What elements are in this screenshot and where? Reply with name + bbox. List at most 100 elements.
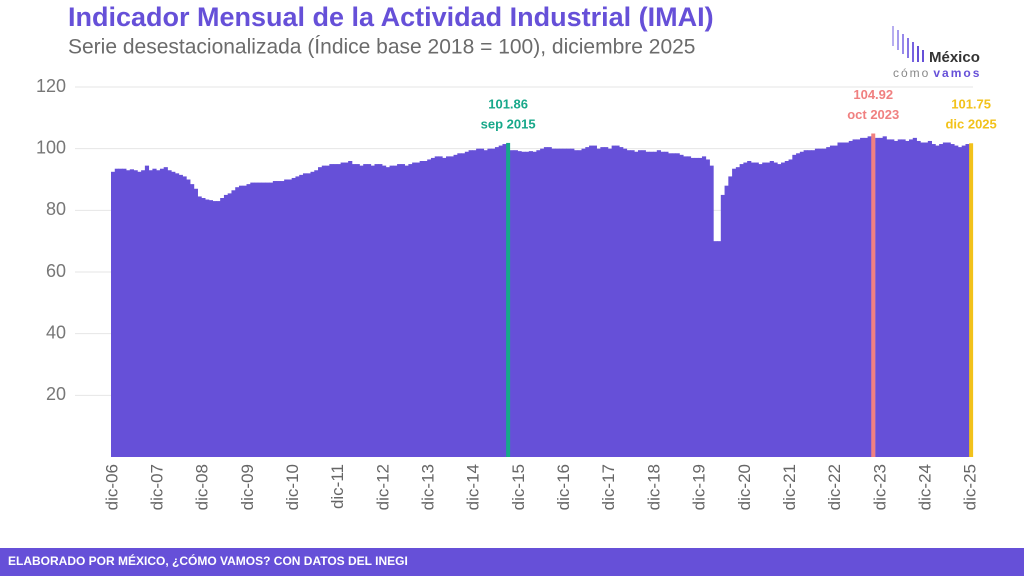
bar bbox=[611, 145, 616, 458]
logo-word: cómo bbox=[893, 66, 930, 80]
x-tick-label: dic-13 bbox=[419, 464, 438, 510]
x-tick-label: dic-20 bbox=[735, 464, 754, 510]
bar bbox=[570, 148, 575, 457]
x-tick-label: dic-15 bbox=[509, 464, 528, 510]
bar bbox=[314, 170, 319, 457]
bar bbox=[216, 201, 221, 457]
value-label: 101.75 bbox=[951, 97, 991, 112]
bar bbox=[965, 144, 970, 457]
bar bbox=[939, 144, 944, 457]
bar bbox=[137, 171, 142, 457]
bar bbox=[679, 154, 684, 458]
bar bbox=[592, 145, 597, 458]
bar bbox=[457, 153, 462, 457]
bar bbox=[468, 150, 473, 458]
bar bbox=[811, 150, 816, 458]
bar bbox=[600, 147, 605, 457]
bar bbox=[581, 148, 586, 457]
bar bbox=[957, 147, 963, 457]
bar bbox=[174, 173, 180, 458]
bar bbox=[254, 182, 259, 458]
value-label: 101.86 bbox=[488, 96, 528, 111]
bar bbox=[163, 167, 168, 457]
bar bbox=[735, 167, 741, 457]
bar bbox=[446, 156, 451, 457]
bar bbox=[302, 173, 308, 458]
bar bbox=[382, 165, 387, 457]
bar bbox=[525, 151, 530, 457]
bar bbox=[784, 161, 789, 457]
bar bbox=[803, 150, 808, 458]
bar bbox=[796, 153, 801, 457]
bar bbox=[619, 147, 624, 457]
bar bbox=[487, 148, 492, 457]
bar bbox=[359, 165, 364, 457]
bar bbox=[924, 142, 929, 457]
bar bbox=[690, 157, 695, 457]
x-tick-label: dic-14 bbox=[464, 464, 483, 510]
bar bbox=[510, 150, 515, 458]
bar bbox=[333, 164, 338, 458]
x-tick-label: dic-23 bbox=[870, 464, 889, 510]
bar bbox=[193, 188, 198, 457]
bar bbox=[893, 140, 899, 458]
bar bbox=[250, 182, 255, 458]
bar bbox=[171, 171, 176, 457]
bar bbox=[419, 161, 424, 457]
bar bbox=[622, 148, 628, 457]
bar bbox=[257, 182, 262, 458]
bar bbox=[860, 137, 865, 457]
footer-text: ELABORADO POR MÉXICO, ¿CÓMO VAMOS? CON D… bbox=[8, 553, 408, 568]
bar bbox=[156, 170, 161, 457]
x-tick-label: dic-25 bbox=[961, 464, 980, 510]
bar bbox=[340, 162, 345, 457]
bar bbox=[961, 145, 966, 458]
bar bbox=[882, 136, 887, 458]
y-tick-label: 40 bbox=[46, 322, 66, 342]
bar bbox=[427, 159, 432, 458]
bar bbox=[231, 190, 236, 457]
bar bbox=[329, 164, 334, 458]
bar bbox=[747, 161, 752, 457]
bar bbox=[558, 148, 564, 457]
x-tick-label: dic-07 bbox=[148, 464, 167, 510]
chart-title: Indicador Mensual de la Actividad Indust… bbox=[68, 2, 714, 32]
bar bbox=[178, 174, 183, 457]
logo: México cómo vamos bbox=[892, 26, 980, 80]
bar bbox=[536, 150, 541, 458]
bar bbox=[837, 142, 842, 457]
bar bbox=[562, 148, 567, 457]
bar bbox=[336, 164, 342, 458]
bar bbox=[438, 156, 443, 457]
bar bbox=[223, 194, 229, 457]
bar bbox=[276, 181, 281, 457]
highlight-bar bbox=[969, 143, 974, 458]
bar bbox=[190, 184, 195, 457]
bar bbox=[212, 201, 217, 457]
logo-name: México bbox=[929, 49, 980, 66]
bar bbox=[653, 151, 658, 457]
highlight-label: sep 2015 bbox=[481, 116, 536, 131]
bar bbox=[284, 179, 289, 457]
bar bbox=[856, 139, 861, 457]
bar bbox=[769, 161, 774, 457]
bar bbox=[852, 139, 857, 457]
bar bbox=[713, 241, 718, 457]
y-tick-label: 20 bbox=[46, 384, 66, 404]
bar bbox=[152, 168, 157, 458]
bar bbox=[464, 151, 469, 457]
bar bbox=[272, 181, 278, 457]
bar bbox=[122, 168, 127, 458]
bar bbox=[479, 148, 485, 457]
y-tick-label: 100 bbox=[36, 137, 66, 157]
bar bbox=[641, 150, 646, 458]
x-tick-label: dic-19 bbox=[690, 464, 709, 510]
bar bbox=[461, 153, 466, 457]
bar bbox=[942, 142, 948, 457]
bar bbox=[848, 140, 853, 458]
bar bbox=[886, 139, 891, 457]
x-tick-label: dic-11 bbox=[328, 464, 347, 509]
bar bbox=[325, 165, 330, 457]
bar bbox=[799, 151, 805, 457]
bar bbox=[404, 165, 409, 457]
